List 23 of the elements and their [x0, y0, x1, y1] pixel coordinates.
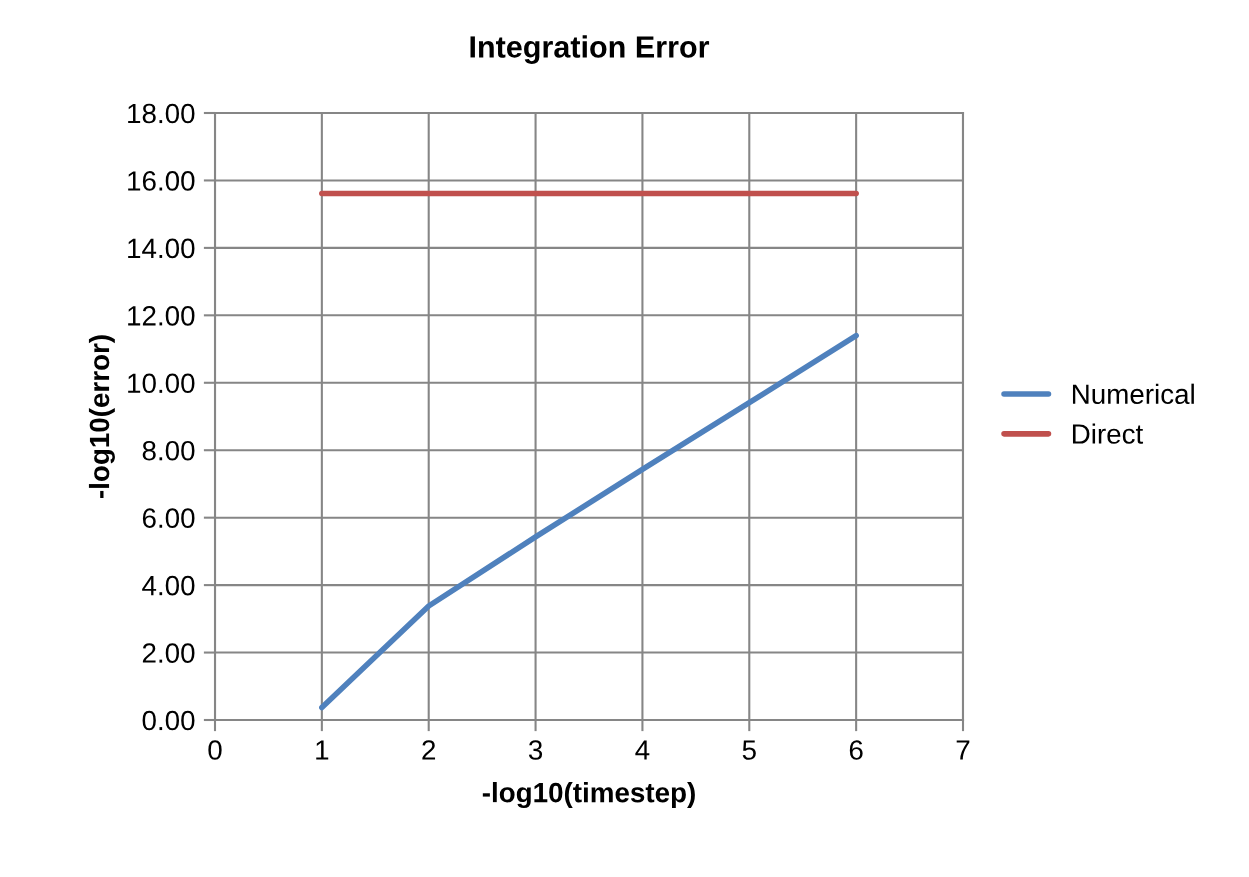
y-tick-label: 0.00 [142, 710, 195, 731]
y-tick-label: 8.00 [142, 440, 195, 461]
x-tick-label: 4 [635, 740, 650, 760]
y-tick-label: 4.00 [142, 575, 195, 596]
legend-label: Direct [1072, 423, 1144, 444]
legend-label: Numerical [1072, 383, 1194, 405]
x-tick-label: 0 [208, 740, 222, 760]
y-tick-label: 2.00 [142, 643, 195, 663]
x-tick-label: 1 [316, 740, 329, 760]
y-axis-title: -log10(error) [88, 335, 115, 498]
y-tick-label: 12.00 [128, 306, 195, 326]
x-tick-label: 7 [956, 740, 970, 760]
y-tick-label: 14.00 [128, 238, 195, 259]
x-tick-label: 2 [422, 740, 436, 760]
y-tick-label: 18.00 [128, 103, 195, 124]
x-tick-label: 5 [742, 740, 756, 760]
y-tick-label: 6.00 [142, 508, 195, 529]
y-tick-label: 10.00 [128, 373, 195, 394]
x-tick-label: 6 [849, 740, 863, 760]
y-tick-label: 16.00 [128, 171, 195, 191]
x-axis-title: -log10(timestep) [482, 782, 695, 809]
x-tick-label: 3 [528, 740, 543, 760]
chart-title: Integration Error [470, 35, 710, 64]
